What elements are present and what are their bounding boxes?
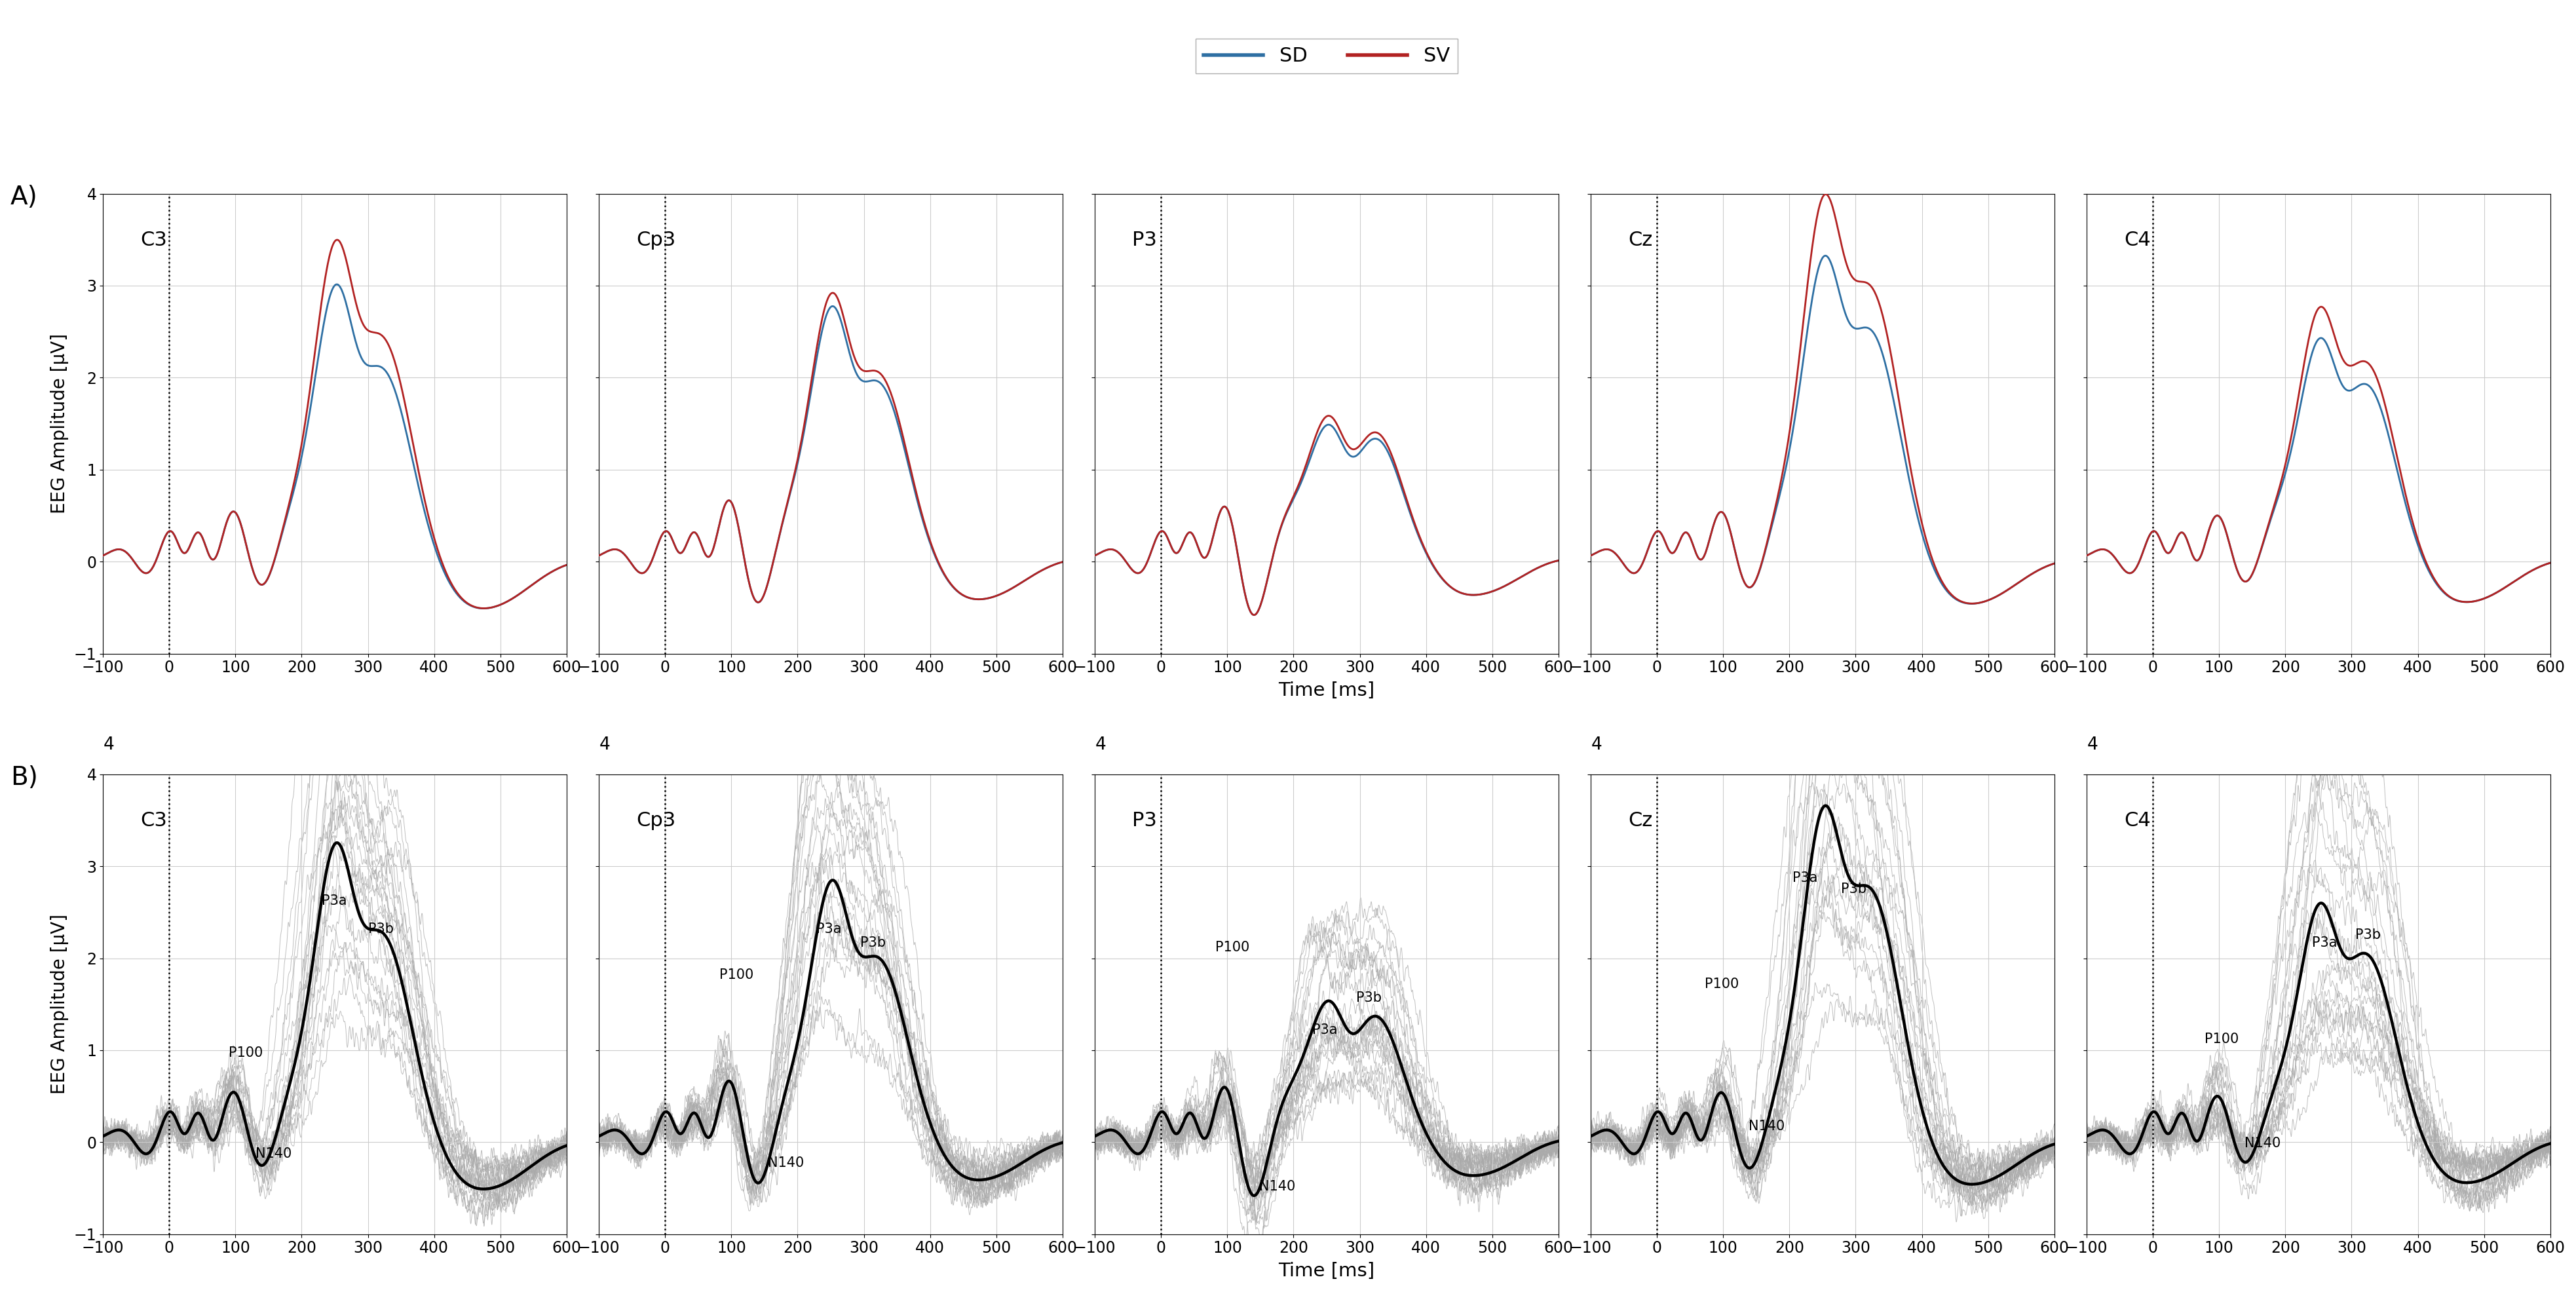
Text: Cz: Cz (1628, 231, 1651, 249)
Text: P100: P100 (1705, 977, 1739, 990)
Text: Cp3: Cp3 (636, 811, 675, 830)
Text: P3a: P3a (322, 894, 348, 907)
Text: C4: C4 (2123, 231, 2151, 249)
Text: 4: 4 (1592, 737, 1602, 754)
Text: B): B) (10, 765, 39, 790)
Text: P100: P100 (229, 1046, 263, 1060)
Text: P3b: P3b (860, 936, 886, 949)
Text: N140: N140 (2244, 1137, 2280, 1150)
Text: Cz: Cz (1628, 811, 1651, 830)
Text: 4: 4 (2087, 737, 2097, 754)
Text: P3a: P3a (1793, 872, 1819, 885)
Text: N140: N140 (1749, 1120, 1785, 1133)
Text: P3b: P3b (1358, 991, 1381, 1004)
Y-axis label: EEG Amplitude [μV]: EEG Amplitude [μV] (49, 334, 70, 513)
Text: N140: N140 (1260, 1179, 1296, 1192)
Text: N140: N140 (255, 1148, 291, 1161)
Text: 4: 4 (103, 737, 113, 754)
Text: P100: P100 (1216, 940, 1249, 953)
Text: C3: C3 (139, 811, 167, 830)
X-axis label: Time [ms]: Time [ms] (1278, 1262, 1376, 1280)
Text: 4: 4 (600, 737, 611, 754)
Text: P3a: P3a (1311, 1023, 1337, 1036)
Text: P3: P3 (1131, 231, 1157, 249)
Text: C3: C3 (139, 231, 167, 249)
Text: Cp3: Cp3 (636, 231, 675, 249)
Text: N140: N140 (768, 1157, 804, 1170)
Y-axis label: EEG Amplitude [μV]: EEG Amplitude [μV] (49, 914, 70, 1095)
Text: P100: P100 (2205, 1032, 2239, 1045)
Text: P3b: P3b (1842, 882, 1868, 895)
Text: P3a: P3a (817, 922, 842, 935)
Text: P3: P3 (1131, 811, 1157, 830)
Text: 4: 4 (1095, 737, 1105, 754)
Text: P3b: P3b (368, 922, 394, 935)
Text: P100: P100 (719, 968, 755, 981)
Text: P3b: P3b (2354, 928, 2380, 941)
Text: A): A) (10, 185, 39, 209)
Text: P3a: P3a (2311, 936, 2336, 949)
X-axis label: Time [ms]: Time [ms] (1278, 681, 1376, 700)
Text: C4: C4 (2123, 811, 2151, 830)
Legend: SD, SV: SD, SV (1195, 38, 1458, 74)
